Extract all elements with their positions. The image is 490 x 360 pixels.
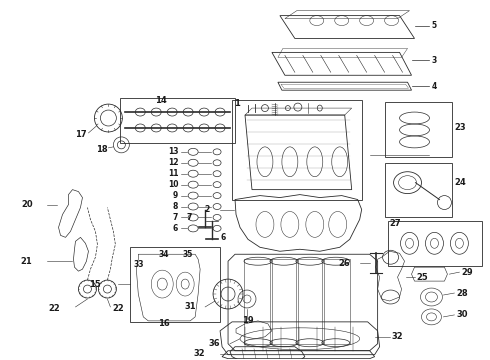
Text: 23: 23 <box>454 123 466 132</box>
Text: 2: 2 <box>205 205 210 214</box>
Bar <box>388 221 482 266</box>
Bar <box>385 102 452 157</box>
Text: 15: 15 <box>89 280 100 289</box>
Bar <box>296 259 324 344</box>
Bar <box>244 259 272 344</box>
Text: 34: 34 <box>158 250 169 259</box>
Text: 7: 7 <box>173 213 178 222</box>
Text: 36: 36 <box>208 339 220 348</box>
Text: 32: 32 <box>194 349 205 358</box>
Text: 26: 26 <box>338 259 350 268</box>
Bar <box>232 100 362 199</box>
Text: 6: 6 <box>220 233 225 242</box>
Text: 31: 31 <box>185 302 196 311</box>
Text: 19: 19 <box>242 316 254 325</box>
Text: 1: 1 <box>234 99 240 108</box>
Text: 5: 5 <box>432 21 437 30</box>
Text: 22: 22 <box>112 305 124 314</box>
Text: 18: 18 <box>97 145 108 154</box>
Bar <box>385 163 452 217</box>
Text: 14: 14 <box>155 96 167 105</box>
Bar <box>121 98 235 143</box>
Text: 3: 3 <box>432 56 437 65</box>
Text: 4: 4 <box>432 82 437 91</box>
Bar <box>270 259 298 344</box>
Text: 20: 20 <box>21 200 33 209</box>
Bar <box>322 259 350 344</box>
Text: 13: 13 <box>168 147 178 156</box>
Text: 33: 33 <box>133 260 144 269</box>
Text: 29: 29 <box>462 267 473 276</box>
Bar <box>130 247 220 322</box>
Text: 16: 16 <box>158 319 170 328</box>
Text: 17: 17 <box>75 130 87 139</box>
Text: 6: 6 <box>173 224 178 233</box>
Text: 32: 32 <box>392 332 403 341</box>
Text: 30: 30 <box>456 310 468 319</box>
Text: 10: 10 <box>168 180 178 189</box>
Text: 35: 35 <box>182 250 193 259</box>
Text: 24: 24 <box>454 178 466 187</box>
Text: 11: 11 <box>168 169 178 178</box>
Text: 7: 7 <box>187 213 192 222</box>
Text: 27: 27 <box>390 219 401 228</box>
Text: 21: 21 <box>21 257 33 266</box>
Text: 25: 25 <box>416 273 428 282</box>
Text: 9: 9 <box>173 191 178 200</box>
Text: 12: 12 <box>168 158 178 167</box>
Text: 22: 22 <box>49 305 61 314</box>
Text: 8: 8 <box>173 202 178 211</box>
Text: 28: 28 <box>456 288 468 297</box>
